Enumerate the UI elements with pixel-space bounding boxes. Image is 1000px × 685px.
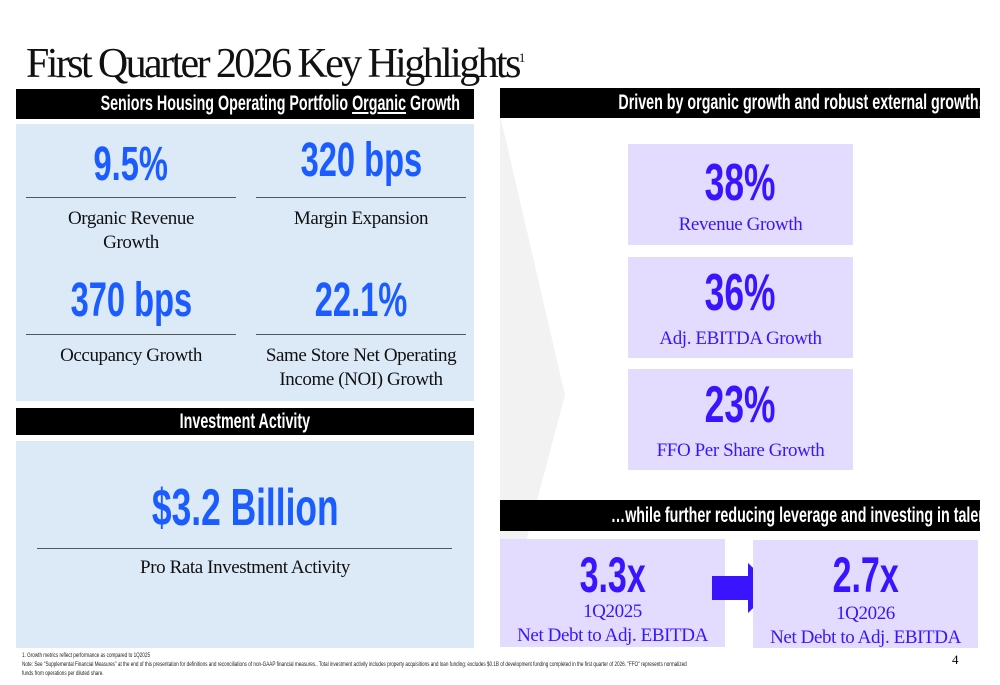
page-number: 4	[952, 652, 959, 667]
revenue-growth-box	[628, 144, 853, 245]
title-text: First Quarter 2026 Key Highlights	[26, 41, 521, 87]
achievements-header: Driven by organic growth and robust exte…	[500, 88, 980, 118]
page-title: First Quarter 2026 Key Highlights1	[26, 30, 525, 92]
ebitda-growth-box	[628, 257, 853, 358]
footnote: 1. Growth metrics reflect performance as…	[22, 652, 151, 659]
header-prefix: Seniors Housing Operating Portfolio	[100, 92, 353, 115]
metric-value: 23%	[705, 376, 776, 434]
seniors-housing-header: Seniors Housing Operating Portfolio Orga…	[16, 89, 474, 119]
leverage-label: Net Debt to Adj. EBITDA	[770, 627, 961, 648]
investment-panel	[16, 441, 474, 648]
divider	[26, 334, 236, 335]
metric-value: 370 bps	[70, 274, 192, 327]
metric-label: Revenue Growth	[678, 214, 803, 235]
leverage-header: …while further reducing leverage and inv…	[500, 500, 980, 531]
metric-label: FFO Per Share Growth	[656, 440, 825, 461]
leverage-value: 3.3x	[579, 547, 646, 603]
leverage-after-box	[753, 540, 978, 648]
metric-label: Margin Expansion	[293, 208, 429, 229]
investment-activity-header: Investment Activity	[16, 408, 474, 435]
investment-value: $3.2 Billion	[151, 479, 339, 537]
metric-label: Occupancy Growth	[60, 345, 202, 366]
header-suffix: Growth	[406, 92, 460, 115]
metric-value: 9.5%	[93, 138, 169, 191]
footnote: funds from operations per diluted share.	[22, 670, 104, 677]
metric-label: Adj. EBITDA Growth	[659, 328, 822, 349]
divider	[37, 548, 452, 549]
metric-value: 320 bps	[300, 134, 422, 187]
title-footnote-mark: 1	[518, 50, 526, 65]
footnotes: 1. Growth metrics reflect performance as…	[22, 651, 932, 678]
divider	[256, 197, 466, 198]
metric-value: 38%	[705, 154, 776, 212]
metric-label: Same Store Net Operating Income (NOI) Gr…	[265, 345, 457, 390]
metric-value: 22.1%	[314, 274, 408, 327]
divider	[26, 197, 236, 198]
leverage-period: 1Q2026	[836, 603, 895, 624]
leverage-period: 1Q2025	[583, 601, 642, 622]
divider	[256, 334, 466, 335]
investment-label: Pro Rata Investment Activity	[140, 557, 350, 578]
header-underlined: Organic	[352, 92, 407, 115]
organic-growth-panel	[16, 124, 474, 401]
metric-label: Organic Revenue Growth	[67, 208, 195, 253]
leverage-label: Net Debt to Adj. EBITDA	[517, 625, 708, 646]
leverage-value: 2.7x	[832, 547, 899, 603]
metric-value: 36%	[705, 264, 776, 322]
footnote: Note: See "Supplemental Financial Measur…	[22, 661, 687, 668]
leverage-before-box	[500, 539, 725, 647]
ffo-growth-box	[628, 369, 853, 470]
